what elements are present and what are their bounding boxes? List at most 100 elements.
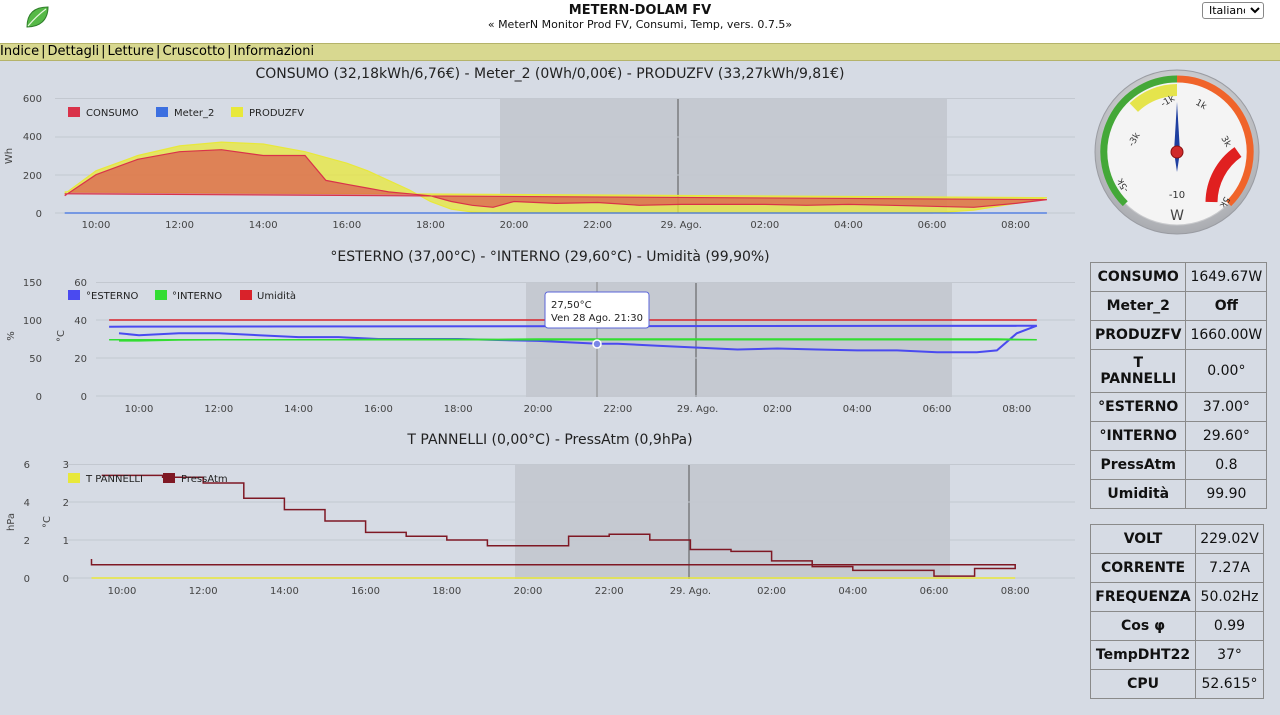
x-tick-label: 12:00 bbox=[165, 220, 194, 231]
reading-value: 99.90 bbox=[1185, 479, 1268, 509]
series-line-esterno bbox=[109, 324, 1038, 354]
reading-value: Off bbox=[1185, 291, 1268, 321]
reading-value: 29.60° bbox=[1185, 421, 1268, 451]
series-line-interno bbox=[109, 338, 1037, 342]
legend-label-consumo: CONSUMO bbox=[86, 108, 139, 119]
reading-value: 0.99 bbox=[1195, 611, 1264, 641]
reading-label: Umidità bbox=[1089, 479, 1187, 509]
x-tick-label: 08:00 bbox=[1002, 404, 1031, 415]
reading-label: CONSUMO bbox=[1089, 262, 1187, 292]
y-tick-label: 60 bbox=[74, 278, 87, 289]
x-axis-ticks: 10:00 12:00 14:00 16:00 18:00 20:00 22:00 29. A… bbox=[108, 586, 1030, 597]
y-tick-label: 40 bbox=[74, 316, 87, 327]
power-gauge: -3k -1k 1k 3k -5k 5k -10 W bbox=[1094, 69, 1260, 235]
reading-label: FREQUENZA bbox=[1089, 582, 1197, 612]
legend-label-meter2: Meter_2 bbox=[174, 108, 214, 119]
leaf-logo-icon bbox=[26, 6, 49, 28]
top-bar: METERN-DOLAM FV « MeterN Monitor Prod FV… bbox=[0, 0, 1280, 44]
nav-link-dettagli[interactable]: Dettagli bbox=[47, 44, 100, 59]
y-tick-label: 2 bbox=[63, 498, 69, 509]
reading-row-tempdht22: TempDHT22 37° bbox=[1089, 640, 1264, 670]
temperature-chart[interactable]: % °C 150 100 50 0 60 40 20 0 10:00 12:00 1… bbox=[0, 270, 1085, 420]
reading-value: 1660.00W bbox=[1185, 320, 1268, 350]
gauge-pivot bbox=[1170, 145, 1184, 159]
x-tick-label: 06:00 bbox=[920, 586, 949, 597]
x-tick-label: 04:00 bbox=[834, 220, 863, 231]
reading-row-frequenza: FREQUENZA 50.02Hz bbox=[1089, 582, 1264, 612]
series-area-consumo bbox=[64, 149, 1047, 213]
reading-label: Cos φ bbox=[1089, 611, 1197, 641]
night-band bbox=[500, 98, 947, 213]
panel-pressure-chart[interactable]: hPa °C 6 4 2 0 3 2 1 0 10:00 12:00 14:00 16… bbox=[0, 452, 1085, 602]
reading-label: VOLT bbox=[1089, 524, 1197, 554]
electrical-readings-table: VOLT 229.02V CORRENTE 7.27A FREQUENZA 50.02Hz… bbox=[1089, 524, 1264, 699]
y-tick-label: 6 bbox=[24, 460, 30, 471]
legend-label-produzfv: PRODUZFV bbox=[249, 108, 304, 119]
reading-value: 1649.67W bbox=[1185, 262, 1268, 292]
x-tick-label: 08:00 bbox=[1001, 220, 1030, 231]
x-tick-label: 02:00 bbox=[750, 220, 779, 231]
nav-link-cruscotto[interactable]: Cruscotto bbox=[162, 44, 226, 59]
x-tick-label: 29. Ago. bbox=[670, 586, 711, 597]
x-tick-label: 12:00 bbox=[204, 404, 233, 415]
reading-value: 37.00° bbox=[1185, 392, 1268, 422]
nav-link-indice[interactable]: Indice bbox=[0, 44, 40, 59]
series-group bbox=[90, 474, 1016, 579]
x-tick-label: 04:00 bbox=[843, 404, 872, 415]
legend-swatch-umidita bbox=[240, 290, 252, 300]
reading-value: 50.02Hz bbox=[1195, 582, 1264, 612]
reading-label: PRODUZFV bbox=[1089, 320, 1187, 350]
reading-value: 37° bbox=[1195, 640, 1264, 670]
y-tick-label: 0 bbox=[24, 574, 30, 585]
x-tick-label: 29. Ago. bbox=[677, 404, 718, 415]
nav-link-letture[interactable]: Letture bbox=[107, 44, 155, 59]
reading-row-meter-2: Meter_2 Off bbox=[1089, 291, 1268, 321]
night-band bbox=[515, 464, 950, 579]
gauge-center-label: -10 bbox=[1169, 190, 1185, 201]
legend: T PANNELLI PressAtm bbox=[68, 473, 228, 485]
reading-value: 229.02V bbox=[1195, 524, 1264, 554]
nav-separator: | bbox=[227, 44, 232, 59]
y-tick-label: 3 bbox=[63, 460, 69, 471]
nav-separator: | bbox=[101, 44, 106, 59]
y-tick-label: 1 bbox=[63, 536, 69, 547]
legend-label-umidita: Umidità bbox=[257, 290, 296, 302]
language-select[interactable]: Italiano bbox=[1202, 2, 1264, 19]
x-tick-label: 04:00 bbox=[838, 586, 867, 597]
x-tick-label: 10:00 bbox=[125, 404, 154, 415]
y-tick-label: 0 bbox=[63, 574, 69, 585]
y-tick-label: 100 bbox=[23, 316, 42, 327]
x-tick-label: 14:00 bbox=[249, 220, 278, 231]
y-tick-label: 20 bbox=[74, 354, 87, 365]
tooltip-marker bbox=[592, 339, 602, 349]
nav-separator: | bbox=[41, 44, 46, 59]
x-tick-label: 22:00 bbox=[603, 404, 632, 415]
y-tick-label: 0 bbox=[36, 392, 42, 403]
series-area-produzfv bbox=[64, 142, 1047, 213]
nav-link-informazioni[interactable]: Informazioni bbox=[233, 44, 315, 59]
app-title: METERN-DOLAM FV bbox=[568, 3, 712, 18]
x-tick-label: 18:00 bbox=[444, 404, 473, 415]
x-tick-label: 14:00 bbox=[270, 586, 299, 597]
x-tick-label: 14:00 bbox=[284, 404, 313, 415]
gauge-band-red bbox=[1205, 147, 1242, 203]
tooltip-value: 27,50°C bbox=[551, 300, 592, 311]
legend-swatch-produzfv bbox=[231, 107, 243, 117]
x-tick-label: 16:00 bbox=[332, 220, 361, 231]
reading-row-umidit: Umidità 99.90 bbox=[1089, 479, 1268, 509]
legend-swatch-tpannelli bbox=[68, 473, 80, 483]
legend-label-pressatm: PressAtm bbox=[181, 474, 228, 485]
reading-row-t-pannelli: T PANNELLI 0.00° bbox=[1089, 349, 1268, 393]
y-tick-label: 2 bbox=[24, 536, 30, 547]
series-line-pressatm bbox=[90, 474, 1016, 577]
reading-row-consumo: CONSUMO 1649.67W bbox=[1089, 262, 1268, 292]
reading-label: °ESTERNO bbox=[1089, 392, 1187, 422]
legend: °ESTERNO °INTERNO Umidità bbox=[68, 290, 296, 302]
y-axis-label-humidity: % bbox=[6, 331, 17, 341]
legend-label-tpannelli: T PANNELLI bbox=[85, 474, 143, 485]
x-tick-label: 02:00 bbox=[763, 404, 792, 415]
reading-row-volt: VOLT 229.02V bbox=[1089, 524, 1264, 554]
legend-swatch-pressatm bbox=[163, 473, 175, 483]
x-tick-label: 22:00 bbox=[583, 220, 612, 231]
energy-chart[interactable]: Wh 600 400 200 0 10:00 12:00 14:00 16:00 18:… bbox=[0, 86, 1085, 236]
